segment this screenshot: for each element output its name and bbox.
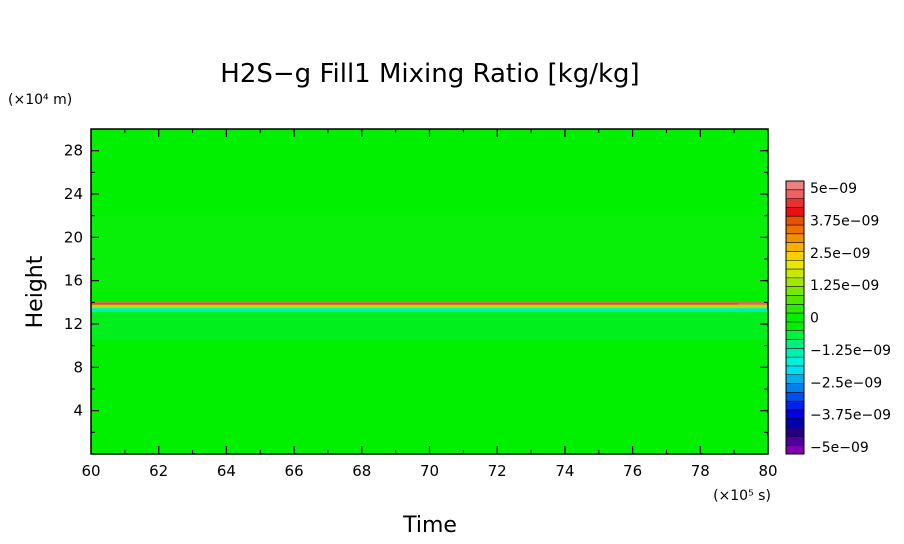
- colorbar-label: −5e−09: [810, 440, 869, 456]
- colorbar: 5e−09 3.75e−09 2.5e−09 1.25e−09 0 −1.25e−09 −2…: [785, 180, 891, 456]
- colorbar-swatch: [786, 321, 804, 332]
- colorbar-swatch: [786, 286, 804, 296]
- colorbar-swatch: [786, 383, 804, 393]
- x-tick-label: 76: [623, 462, 642, 480]
- colorbar-swatch: [786, 427, 804, 437]
- x-tick-label: 78: [691, 462, 710, 480]
- y-tick-label: 16: [64, 272, 83, 290]
- x-tick-label: 70: [420, 462, 439, 480]
- lower-speckle: [91, 311, 768, 341]
- colorbar-label: 3.75e−09: [810, 213, 879, 229]
- colorbar-swatch: [786, 339, 804, 349]
- colorbar-swatch: [786, 260, 804, 270]
- x-tick-label: 62: [149, 462, 168, 480]
- colorbar-label: 5e−09: [810, 181, 857, 197]
- colorbar-swatch: [786, 216, 804, 226]
- colorbar-swatch: [786, 225, 804, 235]
- y-tick-label: 4: [73, 402, 83, 420]
- colorbar-swatch: [786, 251, 804, 261]
- colorbar-swatch: [786, 330, 804, 341]
- colorbar-label: 1.25e−09: [810, 278, 879, 294]
- colorbar-swatch: [786, 392, 804, 402]
- colorbar-label: −3.75e−09: [810, 408, 891, 424]
- x-tick-label: 72: [488, 462, 507, 480]
- y-tick-label: 24: [64, 185, 83, 203]
- feature-band: [91, 301, 768, 305]
- colorbar-swatch: [786, 418, 804, 429]
- colorbar-label: 0: [810, 311, 819, 327]
- x-tick-label: 64: [217, 462, 236, 480]
- data-features: [91, 215, 768, 341]
- y-tick-label: 12: [64, 315, 83, 333]
- y-tick-label: 8: [73, 358, 83, 376]
- colorbar-swatch: [786, 277, 804, 288]
- colorbar-swatch: [786, 189, 804, 200]
- colorbar-swatch: [786, 401, 804, 411]
- y-axis: 4 8 12 16 20 24 28: [64, 142, 768, 433]
- x-tick-label: 68: [352, 462, 371, 480]
- x-unit-label: (×10⁵ s): [713, 488, 771, 504]
- colorbar-swatch: [786, 233, 804, 244]
- colorbar-swatch: [786, 295, 804, 305]
- y-axis-label: Height: [23, 255, 48, 328]
- colorbar-swatch: [786, 304, 804, 314]
- colorbar-label: 2.5e−09: [810, 246, 870, 262]
- feature-band: [91, 307, 768, 312]
- colorbar-frame: [785, 180, 805, 455]
- chart-title: H2S−g Fill1 Mixing Ratio [kg/kg]: [220, 59, 639, 89]
- colorbar-swatch: [786, 357, 804, 367]
- colorbar-label: −1.25e−09: [810, 343, 891, 359]
- x-axis: 60 62 64 66 68 70 72 74 76 78 80: [81, 129, 778, 480]
- colorbar-swatch: [786, 207, 804, 217]
- y-unit-label: (×10⁴ m): [8, 92, 72, 108]
- x-axis-label: Time: [402, 513, 457, 538]
- colorbar-swatch: [786, 409, 804, 420]
- x-tick-label: 80: [758, 462, 777, 480]
- feature-band: [91, 304, 768, 309]
- colorbar-swatch: [786, 445, 804, 455]
- colorbar-swatch: [786, 242, 804, 252]
- colorbar-swatch: [786, 181, 804, 191]
- colorbar-swatch: [786, 313, 804, 323]
- y-tick-label: 20: [64, 228, 83, 246]
- x-tick-label: 60: [81, 462, 100, 480]
- y-tick-label: 28: [64, 142, 83, 160]
- colorbar-label: −2.5e−09: [810, 375, 882, 391]
- upper-texture: [91, 215, 768, 292]
- colorbar-swatch: [786, 436, 804, 446]
- x-tick-label: 66: [285, 462, 304, 480]
- colorbar-swatch: [786, 348, 804, 358]
- x-tick-label: 74: [555, 462, 574, 480]
- colorbar-swatch: [786, 365, 804, 376]
- colorbar-swatch: [786, 374, 804, 385]
- colorbar-swatch: [786, 269, 804, 279]
- colorbar-swatch: [786, 198, 804, 208]
